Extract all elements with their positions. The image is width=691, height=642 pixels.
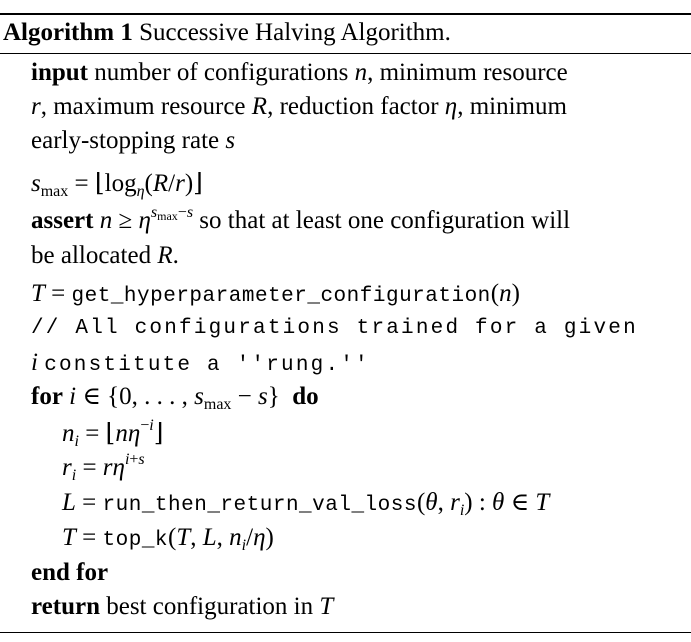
assert-line-1: assert n ≥ ηsmax−s so that at least one … — [31, 204, 571, 235]
for-keyword: for — [31, 383, 63, 410]
top-rule — [0, 13, 691, 15]
assert-text: so that at least one configuration will — [199, 207, 571, 234]
bottom-rule — [0, 632, 691, 633]
comment-line-2: i constitute a ''rung.'' — [31, 349, 370, 377]
end-for-line: end for — [31, 557, 108, 589]
comment-line-1: // All configurations trained for a give… — [31, 317, 638, 340]
return-keyword: return — [31, 593, 100, 620]
input-line-3: early-stopping rate s — [31, 127, 236, 154]
caption-rule — [0, 53, 691, 54]
topk-line: T = top_k(T, L, ni/η) — [62, 524, 274, 554]
input-keyword: input — [31, 59, 88, 86]
algorithm-label: Algorithm 1 — [3, 19, 133, 46]
ni-line: ni = ⌊nη−i⌋ — [62, 417, 164, 450]
input-line-2: r, maximum resource R, reduction factor … — [31, 93, 567, 120]
input-line-1: input number of configurations n, minimu… — [31, 59, 568, 86]
comment-text-2: constitute a ''rung.'' — [44, 354, 370, 377]
loss-line: L = run_then_return_val_loss(θ, ri) : θ … — [62, 489, 550, 519]
topk-function: top_k — [102, 529, 169, 552]
for-line: for i ∈ {0, . . . , smax − s} do — [31, 383, 319, 413]
get-config-function: get_hyperparameter_configuration — [71, 285, 491, 308]
return-line: return best configuration in T — [31, 593, 334, 620]
init-T-line: T = get_hyperparameter_configuration(n) — [31, 280, 520, 308]
smax-line: smax = ⌊logη(R/r)⌋ — [31, 170, 203, 200]
run-function: run_then_return_val_loss — [102, 494, 417, 517]
do-keyword: do — [292, 383, 319, 410]
assert-line-2: be allocated R. — [31, 242, 179, 269]
end-for-keyword: end for — [31, 559, 109, 586]
algorithm-caption: Algorithm 1 Successive Halving Algorithm… — [3, 17, 451, 49]
algorithm-title: Successive Halving Algorithm. — [139, 19, 451, 46]
assert-keyword: assert — [31, 207, 94, 234]
ri-line: ri = rηi+s — [62, 451, 145, 484]
